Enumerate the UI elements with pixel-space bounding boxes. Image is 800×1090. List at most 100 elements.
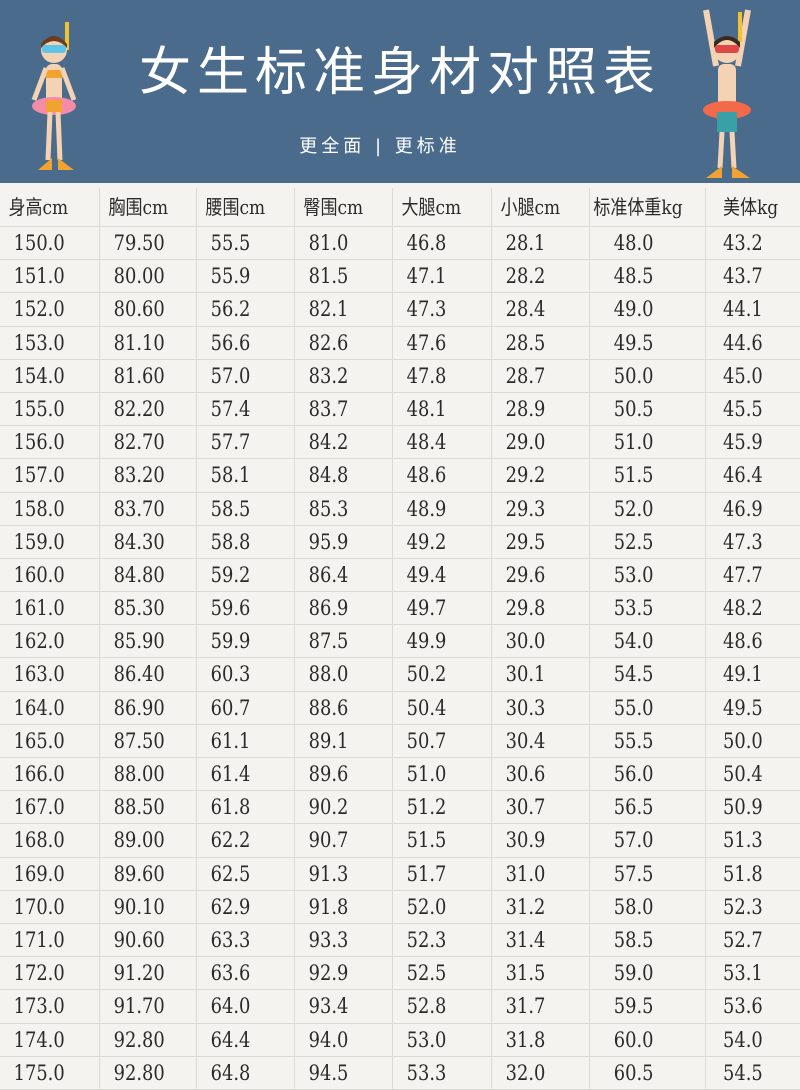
table-cell-value: 58.5 xyxy=(210,496,251,521)
table-cell: 79.50 xyxy=(100,227,197,260)
table-cell: 28.7 xyxy=(492,359,590,392)
table-cell: 171.0 xyxy=(0,923,100,957)
table-cell-value: 47.8 xyxy=(406,363,447,388)
table-cell: 59.9 xyxy=(197,625,295,658)
table-cell-value: 31.8 xyxy=(505,1027,546,1052)
page-title: 女生标准身材对照表 xyxy=(138,43,661,103)
table-cell: 60.7 xyxy=(197,691,295,724)
table-cell-value: 88.0 xyxy=(308,662,349,687)
table-row: 169.0 89.60 62.5 91.3 51.7 31.0 57.5 51.8 xyxy=(0,857,800,891)
table-cell-value: 31.5 xyxy=(505,961,546,986)
table-row: 173.0 91.70 64.0 93.4 52.8 31.7 59.5 53.6 xyxy=(0,990,800,1024)
table-cell-value: 53.1 xyxy=(723,961,763,986)
table-cell: 50.7 xyxy=(393,724,492,757)
table-cell: 52.8 xyxy=(393,990,492,1023)
table-cell-value: 89.1 xyxy=(308,728,349,753)
table-cell: 47.6 xyxy=(393,326,492,359)
table-cell-value: 51.5 xyxy=(613,463,654,488)
table-cell: 51.0 xyxy=(393,758,492,791)
table-cell: 28.9 xyxy=(492,392,590,426)
table-cell: 31.2 xyxy=(492,890,590,923)
table-cell: 88.0 xyxy=(295,658,393,691)
table-cell: 49.5 xyxy=(706,692,800,724)
table-cell-value: 87.5 xyxy=(308,629,349,654)
table-cell-value: 90.60 xyxy=(113,927,165,952)
table-cell-value: 56.0 xyxy=(613,762,654,786)
table-cell: 48.4 xyxy=(393,426,492,459)
table-cell-value: 158.0 xyxy=(13,496,65,521)
table-cell: 59.6 xyxy=(197,592,295,625)
table-cell-value: 60.5 xyxy=(613,1060,654,1085)
table-cell-value: 49.7 xyxy=(406,596,447,621)
table-cell: 90.60 xyxy=(100,923,197,957)
table-cell-value: 52.3 xyxy=(406,927,447,952)
table-cell: 50.0 xyxy=(706,725,800,757)
table-row: 161.0 85.30 59.6 86.9 49.7 29.8 53.5 48.2 xyxy=(0,592,800,626)
table-cell-value: 164.0 xyxy=(13,695,65,720)
table-cell-value: 82.70 xyxy=(113,430,165,455)
table-cell: 48.6 xyxy=(393,459,492,492)
table-cell: 46.9 xyxy=(706,493,800,525)
table-cell: 52.7 xyxy=(706,924,800,956)
table-cell: 49.7 xyxy=(393,592,492,625)
table-cell-value: 31.0 xyxy=(505,861,546,886)
table-cell-value: 84.30 xyxy=(113,529,165,554)
table-cell: 84.80 xyxy=(100,558,197,592)
table-cell-value: 171.0 xyxy=(13,927,65,952)
table-cell-value: 31.4 xyxy=(505,927,546,952)
table-cell-value: 50.2 xyxy=(406,662,447,687)
table-cell-value: 28.9 xyxy=(505,396,546,421)
table-cell-value: 54.0 xyxy=(723,1027,763,1052)
body-measurement-table: 身高cm 胸围cm 腰围cm 臀围cm 大腿cm 小腿cm 标准体重kg 美体kg 150.0… xyxy=(0,188,800,1090)
table-cell-value: 86.90 xyxy=(113,695,165,720)
table-cell-value: 88.50 xyxy=(113,795,165,820)
table-cell: 91.3 xyxy=(295,857,393,890)
table-row: 157.0 83.20 58.1 84.8 48.6 29.2 51.5 46.4 xyxy=(0,459,800,493)
table-row: 159.0 84.30 58.8 95.9 49.2 29.5 52.5 47.3 xyxy=(0,525,800,559)
table-cell: 29.8 xyxy=(492,592,590,625)
table-cell-value: 57.5 xyxy=(613,861,654,886)
table-cell-value: 91.3 xyxy=(308,861,349,886)
table-cell: 172.0 xyxy=(0,957,100,990)
boy-snorkel-illustration xyxy=(703,9,751,178)
table-cell: 58.5 xyxy=(590,923,706,957)
table-cell-value: 49.5 xyxy=(613,330,654,355)
table-cell: 29.3 xyxy=(492,492,590,525)
table-cell: 58.0 xyxy=(590,890,706,923)
table-cell-value: 55.5 xyxy=(613,728,654,753)
table-cell-value: 28.4 xyxy=(505,297,546,322)
table-cell-value: 31.7 xyxy=(505,994,546,1019)
table-cell-value: 162.0 xyxy=(13,629,65,654)
table-cell: 173.0 xyxy=(0,990,100,1023)
table-cell-value: 50.0 xyxy=(723,728,763,753)
table-row: 151.0 80.00 55.9 81.5 47.1 28.2 48.5 43.7 xyxy=(0,260,800,294)
table-row: 158.0 83.70 58.5 85.3 48.9 29.3 52.0 46.9 xyxy=(0,492,800,526)
column-header: 小腿cm xyxy=(492,188,590,226)
table-cell: 80.60 xyxy=(100,293,197,326)
table-cell: 81.0 xyxy=(295,227,393,260)
table-cell: 45.0 xyxy=(706,360,800,392)
table-cell-value: 56.2 xyxy=(210,297,251,322)
table-cell: 90.7 xyxy=(295,824,393,857)
table-cell: 165.0 xyxy=(0,724,100,757)
table-cell-value: 28.5 xyxy=(505,330,546,355)
table-cell-value: 64.8 xyxy=(210,1060,251,1085)
column-header-label: 臀围cm xyxy=(303,195,364,219)
table-cell: 48.5 xyxy=(590,260,706,293)
table-row: 156.0 82.70 57.7 84.2 48.4 29.0 51.0 45.9 xyxy=(0,426,800,460)
column-header-label: 身高cm xyxy=(8,195,69,219)
table-cell: 153.0 xyxy=(0,326,100,359)
table-cell: 47.3 xyxy=(393,293,492,326)
table-cell-value: 92.9 xyxy=(308,961,349,986)
table-cell-value: 151.0 xyxy=(13,264,65,289)
page-subtitle: 更全面 | 更标准 xyxy=(299,136,461,157)
table-cell: 55.5 xyxy=(590,724,706,757)
table-cell: 88.50 xyxy=(100,791,197,824)
table-cell-value: 53.3 xyxy=(406,1060,447,1085)
table-cell-value: 60.0 xyxy=(613,1027,654,1052)
table-row: 150.0 79.50 55.5 81.0 46.8 28.1 48.0 43.2 xyxy=(0,227,800,261)
table-cell: 53.0 xyxy=(590,558,706,592)
table-cell-value: 59.2 xyxy=(210,562,251,587)
table-cell: 83.7 xyxy=(295,392,393,426)
table-cell: 53.0 xyxy=(393,1023,492,1056)
